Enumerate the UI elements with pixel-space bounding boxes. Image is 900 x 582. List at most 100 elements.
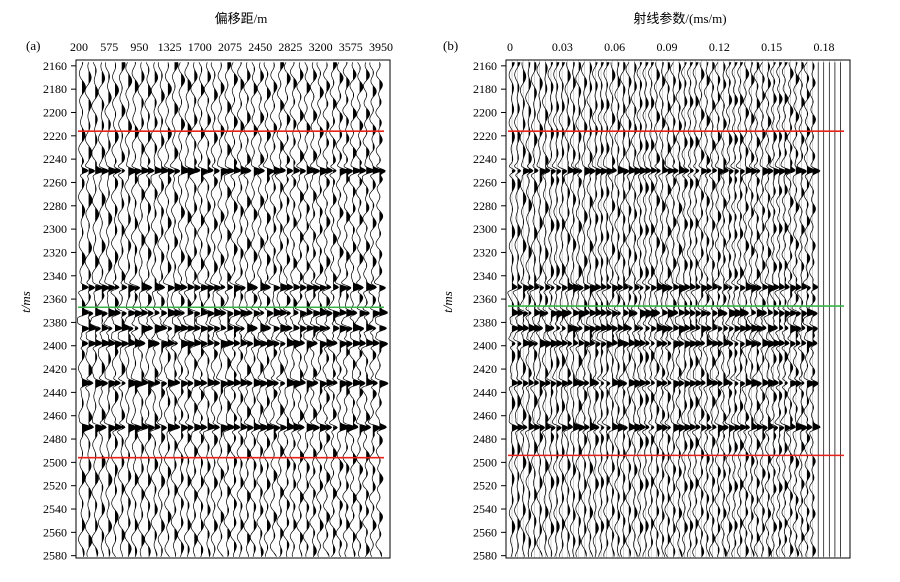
trace-positive-lobe [807,75,809,84]
trace-positive-lobe [578,425,585,432]
trace-positive-lobe [645,81,647,90]
trace-positive-lobe [634,532,636,541]
trace-positive-lobe [534,62,537,73]
trace-positive-lobe [801,299,803,307]
trace-positive-lobe [280,240,283,253]
trace-positive-lobe [187,283,195,291]
panel-a-y-tick-label: 2220 [43,129,67,143]
trace-positive-lobe [286,378,297,388]
trace-positive-lobe [556,339,563,347]
trace-positive-lobe [273,142,276,151]
trace-positive-lobe [372,310,381,321]
panel-b-y-axis-title: t/ms [440,291,455,313]
trace-positive-lobe [115,158,117,165]
trace-positive-lobe [640,379,646,387]
trace-positive-lobe [82,450,83,458]
trace-positive-lobe [779,538,781,547]
trace-positive-lobe [326,310,333,318]
trace-positive-lobe [667,100,671,114]
trace-positive-lobe [167,308,178,318]
trace-positive-lobe [651,96,654,111]
seismic-trace [535,62,549,557]
trace-positive-lobe [718,268,720,279]
trace-positive-lobe [280,99,284,113]
trace-positive-lobe [260,111,264,125]
trace-positive-lobe [679,506,682,520]
trace-positive-lobe [634,490,636,499]
trace-positive-lobe [645,425,650,430]
trace-positive-lobe [359,334,366,347]
trace-positive-lobe [306,260,310,273]
trace-positive-lobe [319,247,322,258]
trace-positive-lobe [667,250,669,256]
trace-positive-lobe [517,349,521,363]
trace-positive-lobe [319,224,323,235]
trace-positive-lobe [306,82,311,95]
trace-positive-lobe [762,75,765,85]
trace-positive-lobe [773,300,776,309]
trace-positive-lobe [187,103,189,111]
trace-positive-lobe [154,70,158,85]
trace-positive-lobe [174,262,176,273]
trace-positive-lobe [645,458,647,465]
trace-positive-lobe [115,436,118,450]
trace-positive-lobe [745,425,750,431]
trace-positive-lobe [690,238,692,247]
seismic-trace [202,62,217,557]
panel-a-horizons [78,130,384,459]
trace-positive-lobe [784,390,788,401]
seismic-trace [691,62,703,557]
trace-positive-lobe [280,546,282,557]
trace-positive-lobe [267,436,270,450]
trace-positive-lobe [300,551,302,557]
trace-positive-lobe [651,392,654,406]
trace-positive-lobe [706,168,711,175]
trace-positive-lobe [756,230,760,242]
trace-positive-lobe [595,325,602,332]
trace-positive-lobe [556,426,562,443]
trace-positive-lobe [573,309,580,317]
trace-positive-lobe [589,461,593,476]
trace-positive-lobe [326,425,332,431]
trace-positive-lobe [141,233,145,248]
trace-positive-lobe [167,335,175,347]
trace-positive-lobe [773,309,779,317]
trace-positive-lobe [174,324,184,337]
trace-positive-lobe [280,160,281,165]
trace-positive-lobe [108,352,111,366]
trace-positive-lobe [679,186,680,192]
trace-positive-lobe [528,341,535,349]
trace-positive-lobe [313,149,317,163]
seismic-trace [282,62,298,557]
trace-positive-lobe [174,168,180,176]
trace-positive-lobe [551,406,552,416]
trace-positive-lobe [207,530,210,541]
trace-positive-lobe [247,511,249,520]
trace-positive-lobe [606,141,610,156]
trace-positive-lobe [194,96,196,107]
trace-positive-lobe [359,409,361,415]
trace-positive-lobe [280,527,284,541]
seismic-trace [808,62,821,557]
trace-positive-lobe [306,220,309,232]
trace-positive-lobe [662,492,665,505]
trace-positive-lobe [756,342,761,358]
trace-positive-lobe [790,380,798,388]
trace-positive-lobe [88,285,95,293]
trace-positive-lobe [584,299,590,317]
trace-positive-lobe [95,519,98,533]
trace-positive-lobe [606,255,609,268]
trace-positive-lobe [679,465,682,479]
trace-positive-lobe [623,447,626,460]
trace-positive-lobe [718,309,726,318]
trace-positive-lobe [240,266,243,277]
trace-positive-lobe [807,507,810,518]
trace-positive-lobe [88,392,90,400]
trace-positive-lobe [734,441,738,453]
trace-positive-lobe [756,137,760,149]
trace-positive-lobe [141,167,150,175]
trace-positive-lobe [790,234,793,246]
trace-positive-lobe [280,200,283,211]
trace-positive-lobe [740,93,744,107]
trace-positive-lobe [293,544,295,551]
